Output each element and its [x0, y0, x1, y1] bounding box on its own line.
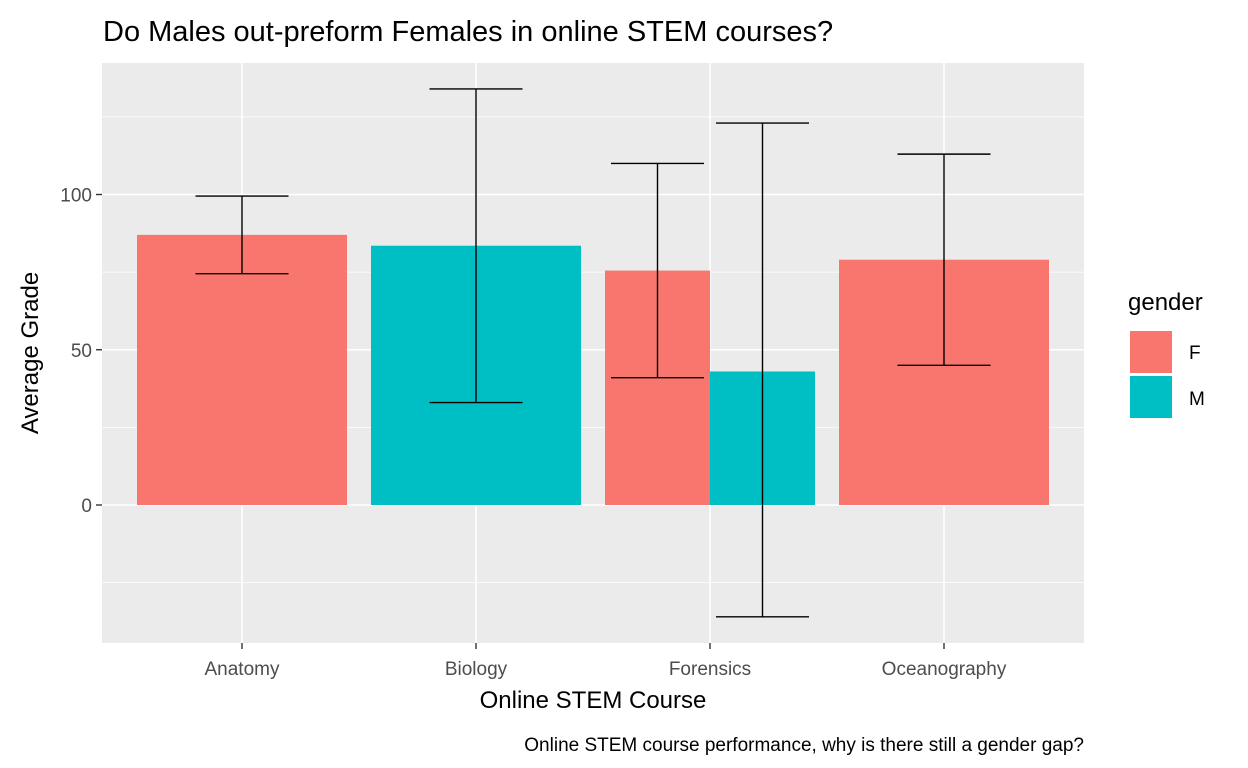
caption: Online STEM course performance, why is t…: [524, 735, 1084, 756]
x-tick-label: Biology: [445, 659, 508, 680]
x-tick-label: Oceanography: [882, 659, 1007, 680]
axes: 0 50 100 Anatomy Biology Forensics Oceanograph…: [60, 186, 1007, 681]
legend-key-m: [1130, 376, 1172, 418]
y-tick-label: 0: [81, 496, 92, 517]
legend: gender F M: [1128, 289, 1205, 418]
y-tick-label: 100: [60, 186, 92, 207]
error-bar-biology-m: [429, 88, 523, 404]
y-tick-label: 50: [71, 341, 92, 362]
error-bar-forensics-f: [611, 162, 704, 379]
legend-label-f: F: [1189, 343, 1201, 364]
chart-title: Do Males out-preform Females in online S…: [103, 16, 833, 48]
bar-anatomy-f: [137, 234, 347, 506]
error-bar-oceanography-f: [897, 153, 991, 366]
error-bar-forensics-m: [716, 122, 809, 618]
error-bars: [195, 88, 991, 618]
x-tick-label: Forensics: [669, 659, 751, 680]
x-tick-label: Anatomy: [205, 659, 280, 680]
y-axis-title: Average Grade: [17, 272, 44, 434]
x-axis-title: Online STEM Course: [480, 687, 707, 714]
legend-key-f: [1130, 331, 1172, 373]
legend-title: gender: [1128, 289, 1203, 316]
error-bar-anatomy-f: [195, 195, 289, 275]
legend-label-m: M: [1189, 389, 1205, 410]
